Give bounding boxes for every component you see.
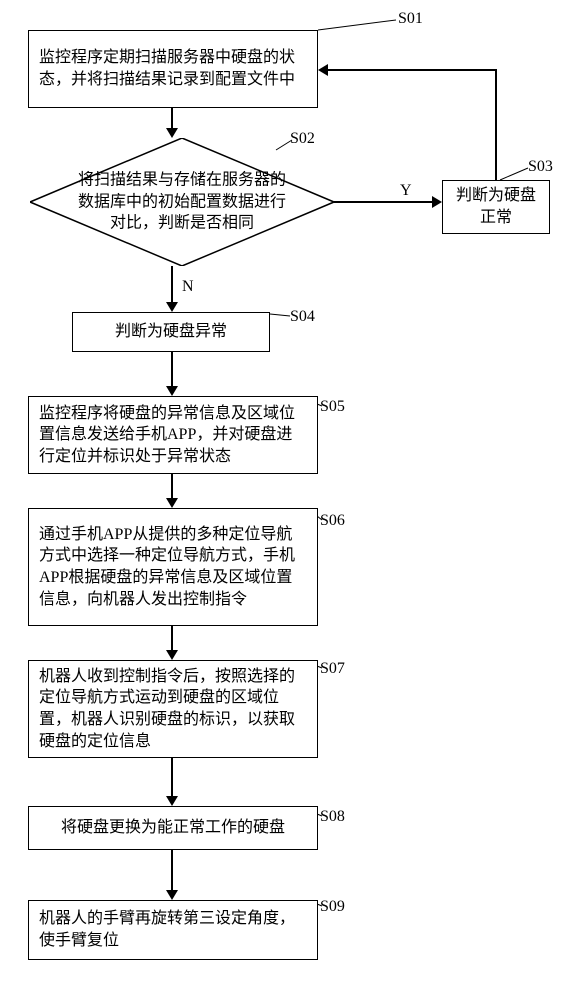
label-s08: S08 bbox=[320, 808, 345, 826]
node-s08: 将硬盘更换为能正常工作的硬盘 bbox=[28, 806, 318, 850]
node-s06: 通过手机APP从提供的多种定位导航方式中选择一种定位导航方式，手机APP根据硬盘… bbox=[28, 508, 318, 626]
edge-s02-s03 bbox=[334, 201, 434, 203]
edge-s02-s03-label: Y bbox=[400, 182, 412, 200]
arrow-s02-s03 bbox=[432, 196, 442, 208]
flowchart-canvas: 监控程序定期扫描服务器中硬盘的状态，并将扫描结果记录到配置文件中 S01 将扫描… bbox=[0, 0, 574, 1000]
label-s07: S07 bbox=[320, 660, 345, 678]
node-s05: 监控程序将硬盘的异常信息及区域位置信息发送给手机APP，并对硬盘进行定位并标识处… bbox=[28, 396, 318, 474]
node-s04: 判断为硬盘异常 bbox=[72, 312, 270, 352]
edge-s01-s02 bbox=[171, 108, 173, 130]
node-s06-text: 通过手机APP从提供的多种定位导航方式中选择一种定位导航方式，手机APP根据硬盘… bbox=[39, 524, 307, 610]
node-s07-text: 机器人收到控制指令后，按照选择的定位导航方式运动到硬盘的区域位置，机器人识别硬盘… bbox=[39, 666, 307, 752]
arrow-s02-s04 bbox=[166, 302, 178, 312]
edge-s06-s07 bbox=[171, 626, 173, 652]
edge-s07-s08 bbox=[171, 758, 173, 798]
label-s04: S04 bbox=[290, 308, 315, 326]
label-s03: S03 bbox=[528, 158, 553, 176]
label-s02: S02 bbox=[290, 130, 315, 148]
arrow-s08-s09 bbox=[166, 890, 178, 900]
node-s01-text: 监控程序定期扫描服务器中硬盘的状态，并将扫描结果记录到配置文件中 bbox=[39, 47, 307, 90]
node-s05-text: 监控程序将硬盘的异常信息及区域位置信息发送给手机APP，并对硬盘进行定位并标识处… bbox=[39, 403, 307, 468]
label-s01: S01 bbox=[398, 10, 423, 28]
label-s05: S05 bbox=[320, 398, 345, 416]
arrow-s06-s07 bbox=[166, 650, 178, 660]
node-s09-text: 机器人的手臂再旋转第三设定角度，使手臂复位 bbox=[39, 908, 307, 951]
node-s04-text: 判断为硬盘异常 bbox=[115, 321, 227, 343]
edge-s03-s01-h bbox=[328, 69, 497, 71]
edge-s04-s05 bbox=[171, 352, 173, 388]
edge-s05-s06 bbox=[171, 474, 173, 500]
edge-s02-s04-label: N bbox=[182, 278, 194, 296]
node-s03: 判断为硬盘正常 bbox=[442, 180, 550, 234]
arrow-s04-s05 bbox=[166, 386, 178, 396]
label-s06: S06 bbox=[320, 512, 345, 530]
node-s02: 将扫描结果与存储在服务器的数据库中的初始配置数据进行对比，判断是否相同 bbox=[30, 138, 334, 266]
arrow-s01-s02 bbox=[166, 128, 178, 138]
node-s01: 监控程序定期扫描服务器中硬盘的状态，并将扫描结果记录到配置文件中 bbox=[28, 30, 318, 108]
node-s07: 机器人收到控制指令后，按照选择的定位导航方式运动到硬盘的区域位置，机器人识别硬盘… bbox=[28, 660, 318, 758]
node-s03-text: 判断为硬盘正常 bbox=[453, 185, 539, 228]
arrow-s03-s01 bbox=[318, 64, 328, 76]
node-s02-text: 将扫描结果与存储在服务器的数据库中的初始配置数据进行对比，判断是否相同 bbox=[76, 170, 289, 235]
arrow-s05-s06 bbox=[166, 498, 178, 508]
edge-s08-s09 bbox=[171, 850, 173, 892]
arrow-s07-s08 bbox=[166, 796, 178, 806]
label-s09: S09 bbox=[320, 898, 345, 916]
node-s09: 机器人的手臂再旋转第三设定角度，使手臂复位 bbox=[28, 900, 318, 960]
node-s08-text: 将硬盘更换为能正常工作的硬盘 bbox=[61, 817, 285, 839]
edge-s02-s04 bbox=[171, 266, 173, 304]
edge-s03-s01-v bbox=[495, 70, 497, 180]
